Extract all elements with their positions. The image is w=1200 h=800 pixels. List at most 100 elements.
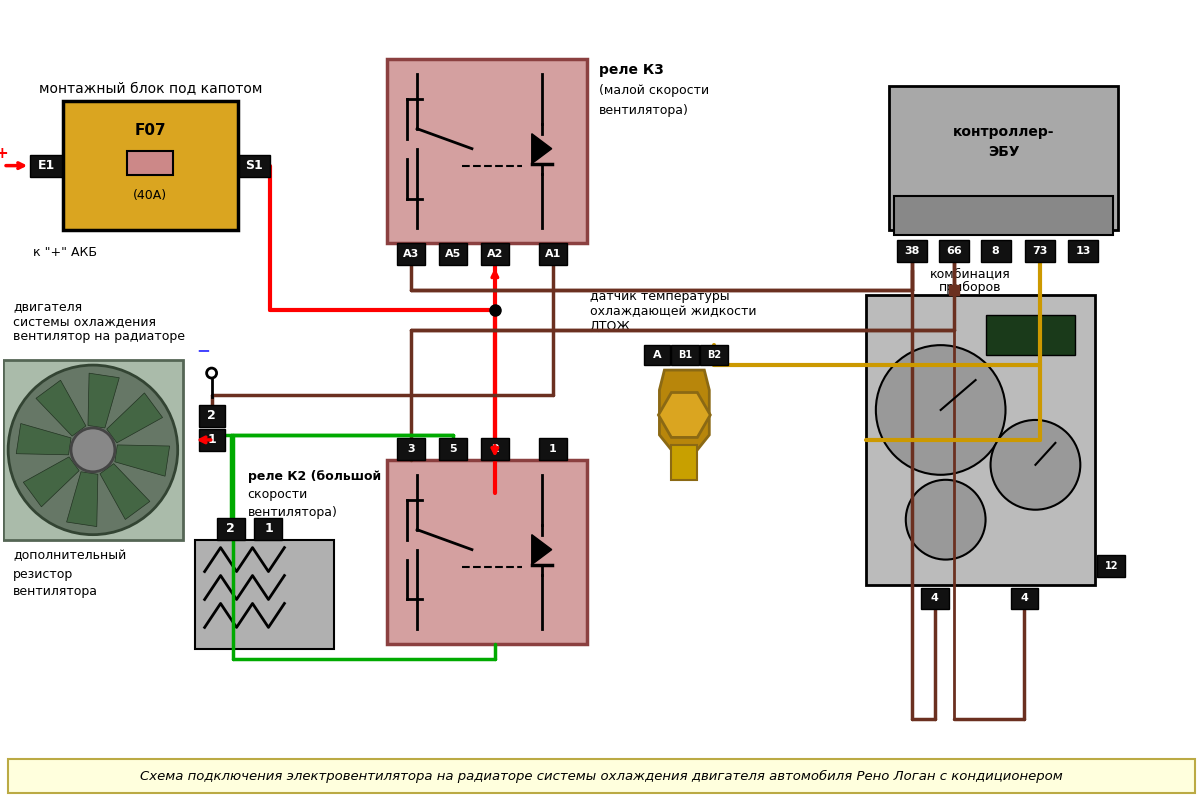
Bar: [539, 243, 566, 266]
Bar: [644, 345, 671, 365]
Polygon shape: [66, 472, 98, 526]
Text: Схема подключения электровентилятора на радиаторе системы охлаждения двигателя а: Схема подключения электровентилятора на …: [140, 770, 1063, 782]
Bar: [889, 86, 1118, 230]
Text: 12: 12: [1104, 561, 1118, 570]
Text: вентилятор на радиаторе: вентилятор на радиаторе: [13, 330, 185, 343]
Bar: [397, 438, 425, 460]
Bar: [1097, 554, 1126, 577]
Text: E1: E1: [37, 159, 55, 172]
Text: 2: 2: [226, 522, 235, 535]
Bar: [199, 405, 224, 427]
Text: S1: S1: [246, 159, 263, 172]
Polygon shape: [17, 423, 71, 455]
Text: приборов: приборов: [940, 282, 1002, 294]
Bar: [920, 587, 949, 610]
Text: 73: 73: [1033, 246, 1048, 256]
Polygon shape: [532, 134, 552, 164]
Bar: [8, 759, 1195, 793]
Bar: [254, 518, 282, 540]
Text: монтажный блок под капотом: монтажный блок под капотом: [38, 82, 262, 96]
Text: 66: 66: [946, 246, 961, 256]
Text: вентилятора: вентилятора: [13, 586, 98, 598]
Text: F07: F07: [134, 123, 166, 138]
Text: датчик температуры: датчик температуры: [589, 290, 730, 303]
Text: резистор: резистор: [13, 567, 73, 581]
Polygon shape: [100, 464, 150, 519]
Polygon shape: [107, 393, 162, 443]
Text: −: −: [197, 341, 210, 359]
Circle shape: [876, 345, 1006, 475]
Polygon shape: [88, 373, 119, 428]
Text: 1: 1: [208, 434, 216, 446]
Text: к "+" АКБ: к "+" АКБ: [34, 246, 97, 259]
Text: 2: 2: [491, 444, 499, 454]
Bar: [938, 241, 968, 262]
Text: (малой скорости: (малой скорости: [599, 84, 709, 97]
Bar: [439, 243, 467, 266]
Bar: [216, 518, 245, 540]
Polygon shape: [36, 380, 86, 436]
Bar: [894, 195, 1114, 235]
Polygon shape: [23, 457, 79, 507]
Bar: [64, 101, 238, 230]
Text: системы охлаждения: системы охлаждения: [13, 315, 156, 328]
Bar: [397, 243, 425, 266]
Bar: [1026, 241, 1055, 262]
Bar: [30, 154, 62, 177]
Text: 3: 3: [407, 444, 415, 454]
Text: 1: 1: [264, 522, 272, 535]
Text: реле К3: реле К3: [599, 63, 664, 77]
Circle shape: [71, 428, 115, 472]
Bar: [127, 150, 173, 174]
Text: (40A): (40A): [133, 189, 167, 202]
Text: A1: A1: [545, 250, 560, 259]
Text: вентилятора): вентилятора): [247, 506, 337, 518]
Text: A2: A2: [487, 250, 503, 259]
Bar: [4, 360, 182, 540]
Text: A3: A3: [403, 250, 419, 259]
Bar: [1068, 241, 1098, 262]
Text: комбинация: комбинация: [930, 267, 1010, 280]
Bar: [199, 429, 224, 451]
Bar: [388, 460, 587, 644]
Text: двигателя: двигателя: [13, 300, 83, 314]
Text: дополнительный: дополнительный: [13, 550, 126, 562]
Bar: [239, 154, 270, 177]
Bar: [481, 243, 509, 266]
Text: B2: B2: [707, 350, 721, 360]
Bar: [896, 241, 926, 262]
Bar: [388, 59, 587, 243]
Text: A: A: [653, 350, 661, 360]
Text: 4: 4: [931, 594, 938, 603]
Circle shape: [206, 368, 216, 378]
Text: контроллер-: контроллер-: [953, 125, 1055, 138]
Bar: [980, 241, 1010, 262]
Polygon shape: [659, 393, 710, 438]
Text: 13: 13: [1075, 246, 1091, 256]
Bar: [194, 540, 335, 650]
Text: 1: 1: [548, 444, 557, 454]
Text: +: +: [0, 146, 8, 161]
Text: 8: 8: [991, 246, 1000, 256]
Text: реле К2 (большой: реле К2 (большой: [247, 470, 380, 482]
Text: охлаждающей жидкости: охлаждающей жидкости: [589, 306, 756, 318]
Bar: [671, 345, 700, 365]
Text: 4: 4: [1020, 594, 1028, 603]
Bar: [439, 438, 467, 460]
Polygon shape: [532, 534, 552, 565]
Circle shape: [8, 365, 178, 534]
Text: A5: A5: [445, 250, 461, 259]
Bar: [671, 445, 697, 480]
Text: ЭБУ: ЭБУ: [988, 145, 1019, 158]
Bar: [985, 315, 1075, 355]
Bar: [866, 295, 1096, 585]
Text: скорости: скорости: [247, 488, 307, 501]
Bar: [1010, 587, 1038, 610]
Circle shape: [906, 480, 985, 559]
Text: ДТОЖ: ДТОЖ: [589, 320, 630, 333]
Text: 38: 38: [904, 246, 919, 256]
Text: вентилятора): вентилятора): [599, 104, 689, 117]
Polygon shape: [660, 370, 709, 460]
Polygon shape: [115, 445, 169, 476]
Text: B1: B1: [678, 350, 692, 360]
